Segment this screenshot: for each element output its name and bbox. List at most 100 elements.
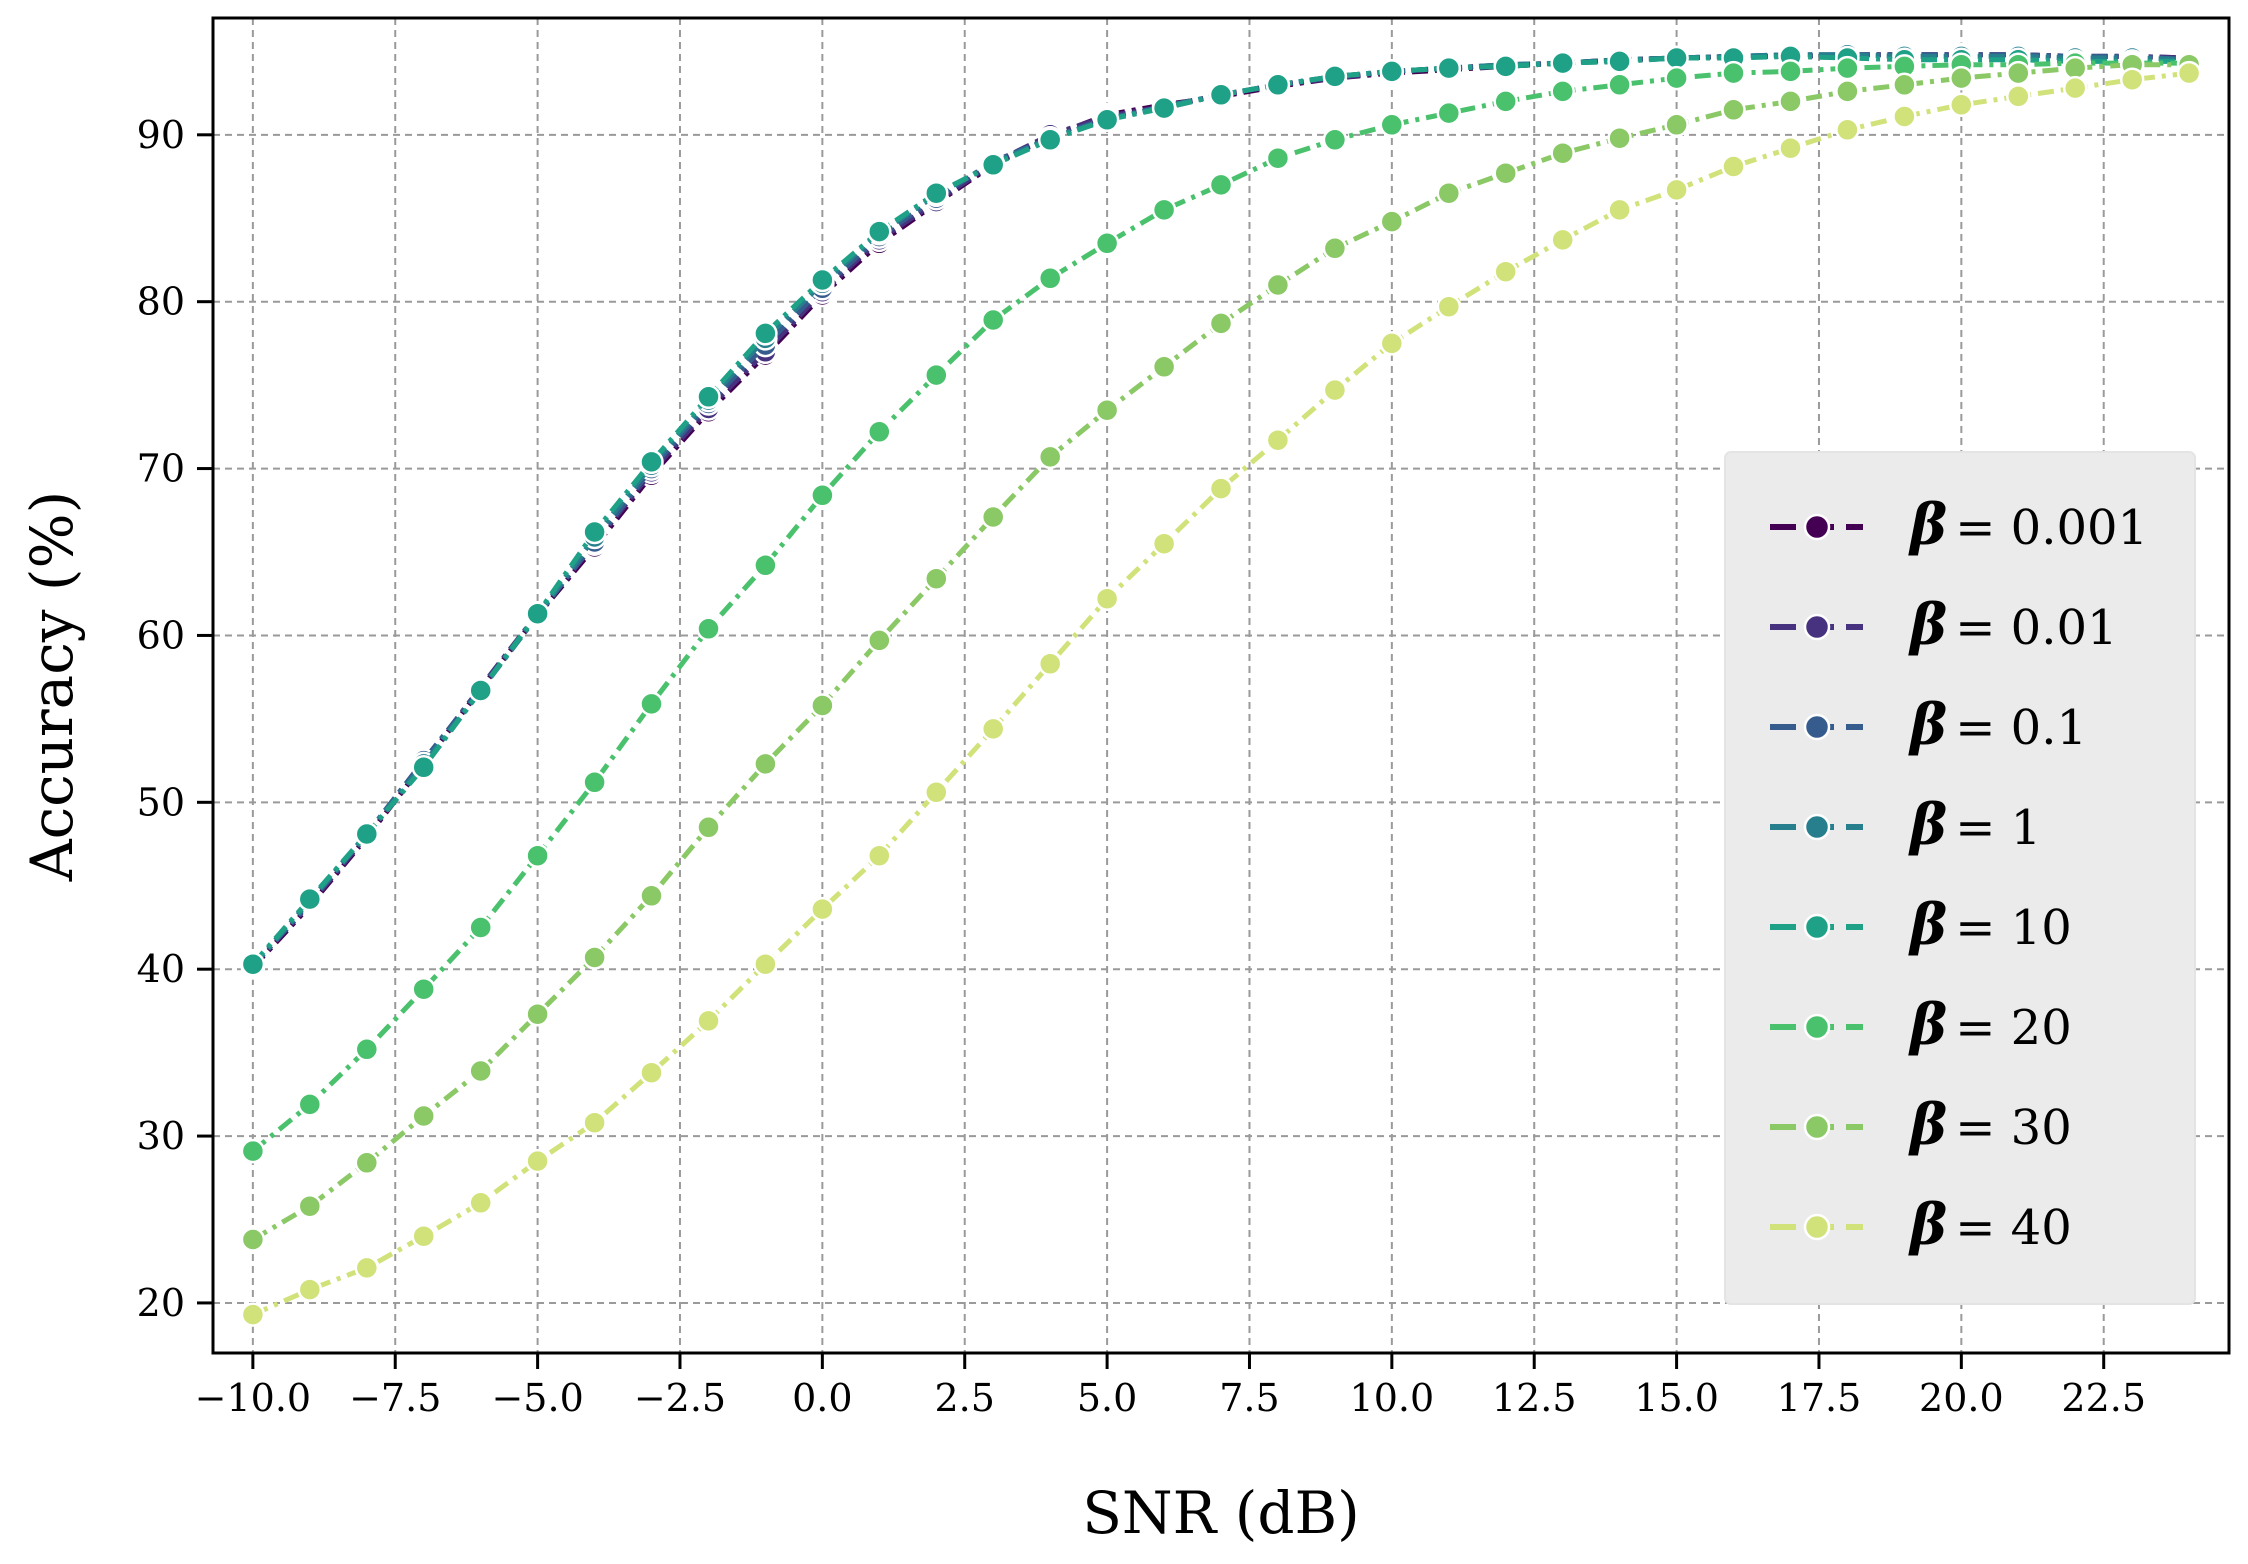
x-tick-label: 20.0 [1919,1376,2004,1420]
legend-value: = 1 [1955,800,2041,856]
legend-swatch-marker [1803,1213,1831,1241]
data-point [1094,586,1120,611]
data-point [582,1110,607,1135]
legend-item: β = 30 [1770,1092,2072,1158]
legend-beta-symbol: β [1908,792,1947,858]
x-tick-label: 22.5 [2061,1376,2146,1420]
data-point [1550,140,1575,166]
series-layer [240,42,2202,1327]
data-point [1664,45,1689,71]
data-point [1265,272,1291,298]
data-point [2062,75,2088,101]
data-point [1322,236,1348,261]
data-point [1664,65,1689,91]
legend-label: β = 0.01 [1908,592,2118,658]
data-point [297,886,323,912]
data-point [1208,476,1234,501]
x-tick-label: 15.0 [1634,1376,1719,1420]
axis-ticks: −10.0 −7.5 −5.0 −2.5 0.0 2.5 5.0 7.5 10.0 12.5 15.… [137,113,2146,1420]
data-point [1550,50,1575,76]
data-point [1094,397,1120,423]
data-point [411,1103,436,1129]
data-point [468,678,493,703]
legend-box [1724,451,2196,1305]
data-point [1037,266,1063,291]
legend-beta-symbol: β [1908,992,1947,1058]
x-tick-label: 12.5 [1492,1376,1577,1420]
legend-beta-symbol: β [1908,1092,1947,1158]
legend-swatch-marker [1803,1113,1831,1141]
data-point [1265,145,1291,171]
data-point [1493,54,1518,79]
x-tick-label: 17.5 [1777,1376,1862,1420]
data-point [297,1277,323,1302]
x-tick-label: 0.0 [792,1376,852,1420]
legend-beta-symbol: β [1908,892,1947,958]
data-point [1208,82,1234,108]
data-point [1265,427,1291,453]
data-point [1436,180,1462,206]
x-axis-title: SNR (dB) [1082,1479,1360,1547]
legend-beta-symbol: β [1908,1192,1947,1258]
data-point [525,1148,550,1174]
data-point [639,449,664,475]
data-point [696,384,721,410]
data-point [240,1227,266,1252]
series-group [240,60,2202,1327]
legend-value: = 40 [1955,1200,2072,1256]
data-point [354,1150,380,1176]
data-point [525,1001,550,1027]
data-point [1094,231,1120,256]
data-point [1835,55,1860,81]
data-point [1607,125,1632,151]
data-point [468,1190,493,1216]
legend-swatch-marker [1803,713,1831,741]
data-point [1607,49,1632,74]
data-point [696,1008,721,1034]
legend-label: β = 0.1 [1908,692,2087,758]
legend-beta-symbol: β [1908,592,1947,658]
data-point [1664,177,1689,203]
data-point [980,716,1006,742]
data-point [1664,112,1689,138]
legend-value: = 0.1 [1955,700,2087,756]
x-tick-label: −10.0 [195,1376,311,1420]
data-point [582,770,607,795]
data-point [753,553,778,578]
legend-value: = 20 [1955,1000,2072,1056]
data-point [639,883,664,909]
data-point [753,951,778,977]
data-point [1493,160,1518,186]
data-point [1151,95,1177,121]
legend-label: β = 30 [1908,1092,2072,1158]
data-point [1379,331,1405,356]
data-point [1778,135,1803,161]
data-point [1778,89,1803,114]
x-tick-label: −5.0 [491,1376,583,1420]
legend-value: = 10 [1955,900,2072,956]
data-point [1436,100,1462,126]
legend-value: = 0.001 [1955,500,2148,556]
data-point [1721,60,1746,86]
data-point [810,267,835,293]
legend-swatch-marker [1803,813,1831,841]
y-tick-label: 50 [137,780,185,824]
data-point [867,843,892,868]
data-point [1265,72,1291,98]
data-point [2006,60,2031,86]
data-point [1379,59,1405,84]
data-point [1892,72,1917,98]
data-point [1493,259,1518,284]
data-point [354,821,380,847]
data-point [696,616,721,642]
data-point [1208,311,1234,336]
data-point [980,307,1006,333]
data-point [468,915,493,940]
data-point [1493,89,1518,114]
data-point [1778,59,1803,84]
data-point [1550,227,1575,253]
data-point [1322,127,1348,153]
data-point [1550,79,1575,104]
data-point [1151,354,1177,380]
